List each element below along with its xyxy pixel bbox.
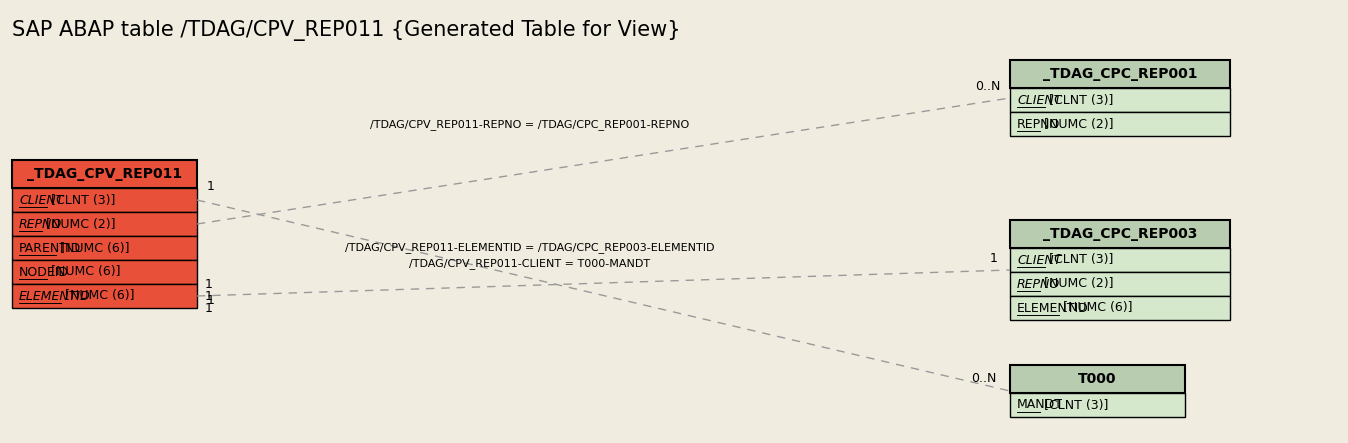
Text: [NUMC (2)]: [NUMC (2)] — [1041, 117, 1113, 131]
Bar — [12, 260, 197, 284]
Bar — [1010, 296, 1229, 320]
Bar — [1010, 220, 1229, 248]
Text: CLIENT: CLIENT — [1016, 93, 1061, 106]
Bar — [1010, 112, 1229, 136]
Text: [NUMC (6)]: [NUMC (6)] — [1060, 302, 1132, 315]
Text: 1: 1 — [991, 252, 998, 264]
Text: [NUMC (6)]: [NUMC (6)] — [61, 289, 135, 303]
Bar — [12, 212, 197, 236]
Text: [NUMC (6)]: [NUMC (6)] — [47, 265, 120, 279]
Text: CLIENT: CLIENT — [19, 194, 63, 206]
Text: 0..N: 0..N — [971, 373, 996, 385]
Bar — [12, 160, 197, 188]
Bar — [1010, 272, 1229, 296]
Text: 1: 1 — [208, 294, 214, 307]
Bar — [1010, 60, 1229, 88]
Text: [NUMC (6)]: [NUMC (6)] — [57, 241, 129, 254]
Text: 1: 1 — [205, 277, 213, 291]
Text: [CLNT (3)]: [CLNT (3)] — [1045, 93, 1113, 106]
Text: NODEID: NODEID — [19, 265, 69, 279]
Text: REPNO: REPNO — [1016, 117, 1061, 131]
Bar — [12, 284, 197, 308]
Text: REPNO: REPNO — [1016, 277, 1061, 291]
Text: [NUMC (2)]: [NUMC (2)] — [1041, 277, 1113, 291]
Bar — [1010, 248, 1229, 272]
Text: 1: 1 — [205, 302, 213, 315]
Bar — [1010, 88, 1229, 112]
Bar — [12, 236, 197, 260]
Text: 1: 1 — [205, 289, 213, 303]
Text: CLIENT: CLIENT — [1016, 253, 1061, 267]
Text: /TDAG/CPV_REP011-ELEMENTID = /TDAG/CPC_REP003-ELEMENTID: /TDAG/CPV_REP011-ELEMENTID = /TDAG/CPC_R… — [345, 243, 714, 253]
Text: ELEMENTID: ELEMENTID — [19, 289, 90, 303]
Text: [CLNT (3)]: [CLNT (3)] — [1041, 399, 1109, 412]
Text: [NUMC (2)]: [NUMC (2)] — [42, 218, 116, 230]
Text: PARENTID: PARENTID — [19, 241, 81, 254]
Text: /TDAG/CPV_REP011-CLIENT = T000-MANDT: /TDAG/CPV_REP011-CLIENT = T000-MANDT — [410, 259, 651, 269]
Bar — [1010, 393, 1185, 417]
Text: _TDAG_CPC_REP001: _TDAG_CPC_REP001 — [1043, 67, 1197, 81]
Text: T000: T000 — [1078, 372, 1116, 386]
Text: _TDAG_CPC_REP003: _TDAG_CPC_REP003 — [1043, 227, 1197, 241]
Text: _TDAG_CPV_REP011: _TDAG_CPV_REP011 — [27, 167, 182, 181]
Text: SAP ABAP table /TDAG/CPV_REP011 {Generated Table for View}: SAP ABAP table /TDAG/CPV_REP011 {Generat… — [12, 19, 681, 40]
Text: 1: 1 — [208, 179, 214, 193]
Text: /TDAG/CPV_REP011-REPNO = /TDAG/CPC_REP001-REPNO: /TDAG/CPV_REP011-REPNO = /TDAG/CPC_REP00… — [371, 120, 690, 130]
Text: MANDT: MANDT — [1016, 399, 1064, 412]
Bar — [1010, 365, 1185, 393]
Text: [CLNT (3)]: [CLNT (3)] — [1045, 253, 1113, 267]
Text: [CLNT (3)]: [CLNT (3)] — [47, 194, 116, 206]
Text: ELEMENTID: ELEMENTID — [1016, 302, 1089, 315]
Text: 0..N: 0..N — [975, 79, 1000, 93]
Text: REPNO: REPNO — [19, 218, 62, 230]
Bar — [12, 188, 197, 212]
